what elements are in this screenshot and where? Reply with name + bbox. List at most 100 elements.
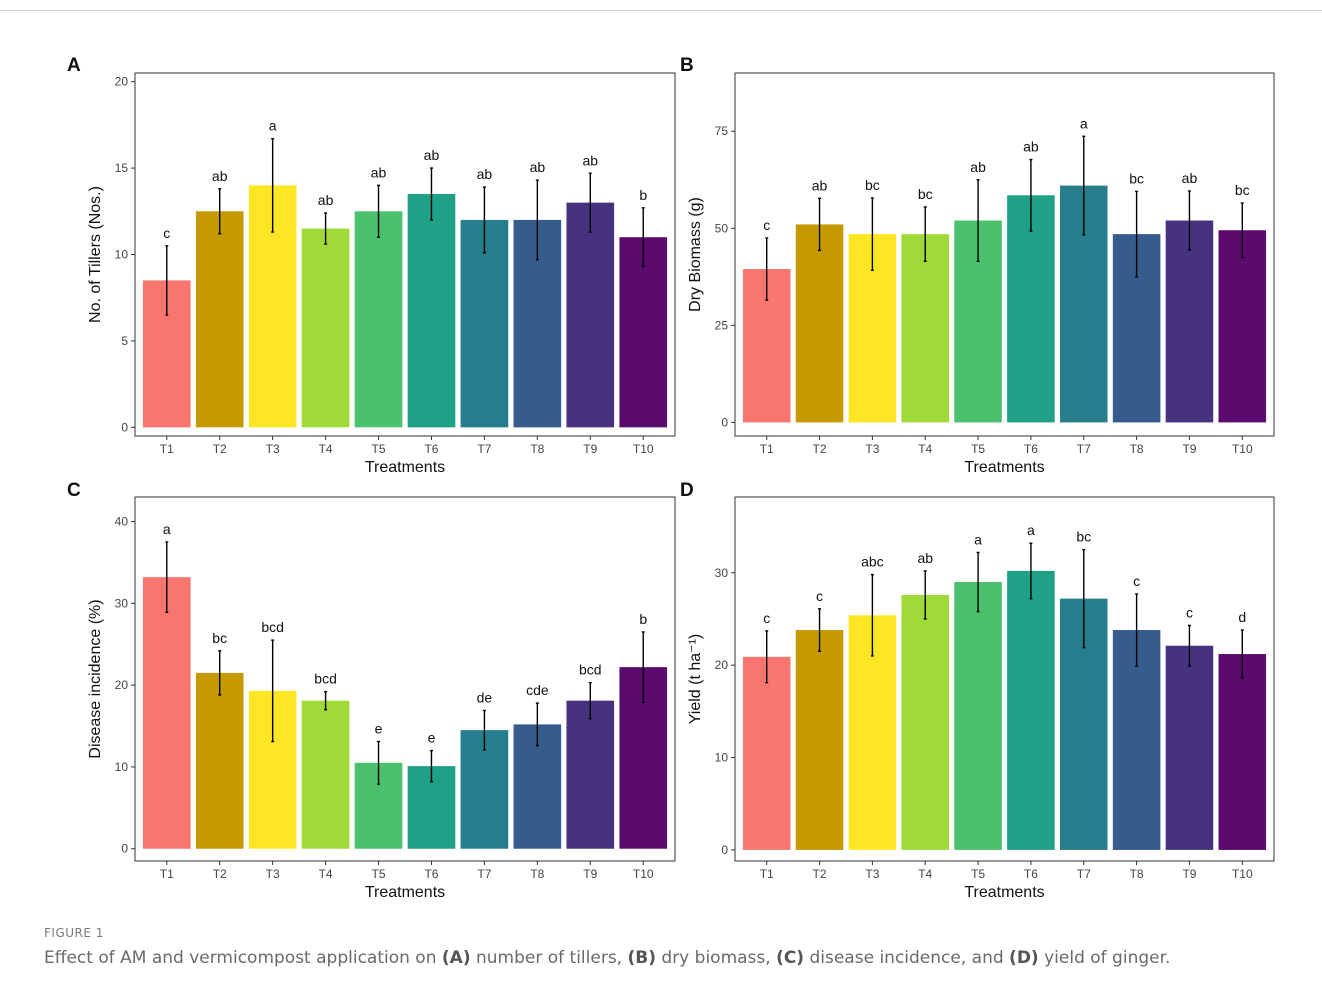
- significance-label: bc: [1235, 182, 1250, 198]
- panel-letter: A: [67, 55, 81, 76]
- panel-letter: C: [67, 480, 81, 501]
- x-tick-label: T9: [583, 867, 597, 881]
- caption-label: FIGURE 1: [44, 926, 104, 940]
- x-tick-label: T9: [1182, 867, 1196, 881]
- significance-label: bcd: [579, 662, 602, 678]
- figure-top-border: [0, 10, 1322, 11]
- x-tick-label: T6: [1024, 867, 1038, 881]
- bar: [142, 577, 191, 849]
- significance-label: c: [163, 225, 170, 241]
- plot-border: [134, 496, 676, 862]
- bar: [954, 581, 1002, 850]
- x-tick-label: T3: [865, 867, 879, 881]
- x-tick-label: T6: [424, 442, 438, 456]
- x-tick-label: T4: [319, 442, 333, 456]
- x-tick-label: T5: [372, 442, 386, 456]
- x-tick-label: T9: [583, 442, 597, 456]
- x-tick-label: T2: [813, 867, 827, 881]
- significance-label: b: [639, 611, 647, 627]
- significance-label: ab: [530, 159, 546, 175]
- significance-label: a: [974, 531, 982, 547]
- bar: [1007, 195, 1055, 423]
- y-tick-label: 5: [121, 334, 128, 348]
- significance-label: c: [763, 217, 770, 233]
- y-tick-label: 10: [715, 751, 729, 765]
- x-tick-label: T1: [760, 442, 774, 456]
- x-tick-label: T4: [918, 442, 932, 456]
- caption-text: Effect of AM and vermicompost applicatio…: [44, 948, 1304, 968]
- y-axis-title: Yield (t ha⁻¹): [687, 634, 704, 725]
- bar: [195, 672, 244, 849]
- bar: [460, 219, 509, 428]
- significance-label: ab: [1023, 139, 1039, 155]
- bar: [354, 211, 403, 428]
- significance-label: ab: [970, 159, 986, 175]
- y-tick-label: 20: [715, 658, 729, 672]
- bar: [1165, 645, 1214, 850]
- bar: [742, 656, 791, 850]
- x-tick-label: T3: [266, 442, 280, 456]
- bar: [301, 228, 350, 428]
- chart-panel-a: Ac T1 ab T2 a T3 ab T4 ab T5 ab T6 ab T7 ab T8 ab T9 b T10 0…: [67, 55, 676, 476]
- x-tick-label: T2: [213, 867, 227, 881]
- bar: [1218, 230, 1267, 423]
- significance-label: bc: [865, 177, 880, 193]
- x-tick-label: T5: [971, 867, 985, 881]
- significance-label: ab: [1182, 170, 1198, 186]
- caption-part: number of tillers,: [470, 948, 628, 968]
- x-tick-label: T10: [633, 867, 654, 881]
- significance-label: ab: [917, 550, 933, 566]
- panel-letter: B: [680, 55, 694, 76]
- y-tick-label: 20: [115, 75, 129, 89]
- x-tick-label: T5: [971, 442, 985, 456]
- x-axis-title: Treatments: [964, 459, 1044, 476]
- x-tick-label: T4: [319, 867, 333, 881]
- y-tick-label: 0: [121, 842, 128, 856]
- x-tick-label: T6: [424, 867, 438, 881]
- caption-part: Effect of AM and vermicompost applicatio…: [44, 948, 442, 968]
- significance-label: ab: [812, 177, 828, 193]
- significance-label: a: [163, 521, 171, 537]
- plot-border: [134, 72, 676, 437]
- x-tick-label: T1: [160, 867, 174, 881]
- bar: [566, 700, 615, 849]
- caption-part: (B): [627, 948, 657, 968]
- y-axis-title: No. of Tillers (Nos.): [87, 186, 104, 323]
- bar: [566, 202, 615, 428]
- y-axis-title: Disease incidence (%): [87, 599, 104, 758]
- x-tick-label: T1: [160, 442, 174, 456]
- bar: [901, 594, 950, 850]
- x-axis-title: Treatments: [365, 459, 445, 476]
- significance-label: c: [1133, 573, 1140, 589]
- significance-label: ab: [318, 192, 334, 208]
- significance-label: ab: [212, 168, 228, 184]
- x-tick-label: T7: [1077, 442, 1091, 456]
- x-tick-label: T3: [865, 442, 879, 456]
- x-tick-label: T7: [1077, 867, 1091, 881]
- y-tick-label: 30: [715, 566, 729, 580]
- bar: [1218, 654, 1267, 850]
- y-tick-label: 75: [715, 124, 729, 138]
- bar: [301, 700, 350, 849]
- figure-caption: FIGURE 1 Effect of AM and vermicompost a…: [44, 926, 1304, 968]
- significance-label: bc: [1076, 529, 1091, 545]
- significance-label: ab: [371, 164, 387, 180]
- y-tick-label: 50: [715, 221, 729, 235]
- x-tick-label: T9: [1182, 442, 1196, 456]
- significance-label: bc: [1129, 170, 1144, 186]
- bar: [795, 630, 844, 850]
- significance-label: c: [763, 610, 770, 626]
- significance-label: e: [428, 730, 436, 746]
- x-tick-label: T1: [760, 867, 774, 881]
- significance-label: bcd: [261, 619, 284, 635]
- x-tick-label: T8: [1130, 442, 1144, 456]
- x-tick-label: T2: [813, 442, 827, 456]
- x-tick-label: T8: [530, 867, 544, 881]
- y-tick-label: 10: [115, 760, 129, 774]
- chart-panel-d: Dc T1 c T2 abc T3 ab T4 a T5 a T6 bc T7 c T8 c T9 d T10 0 10 2…: [680, 480, 1275, 901]
- chart-panel-b: Bc T1 ab T2 bc T3 bc T4 ab T5 ab T6 a T7 bc T8 ab T9 bc T10…: [680, 55, 1275, 476]
- x-tick-label: T7: [477, 867, 491, 881]
- significance-label: b: [639, 187, 647, 203]
- bar: [407, 194, 456, 428]
- x-tick-label: T7: [477, 442, 491, 456]
